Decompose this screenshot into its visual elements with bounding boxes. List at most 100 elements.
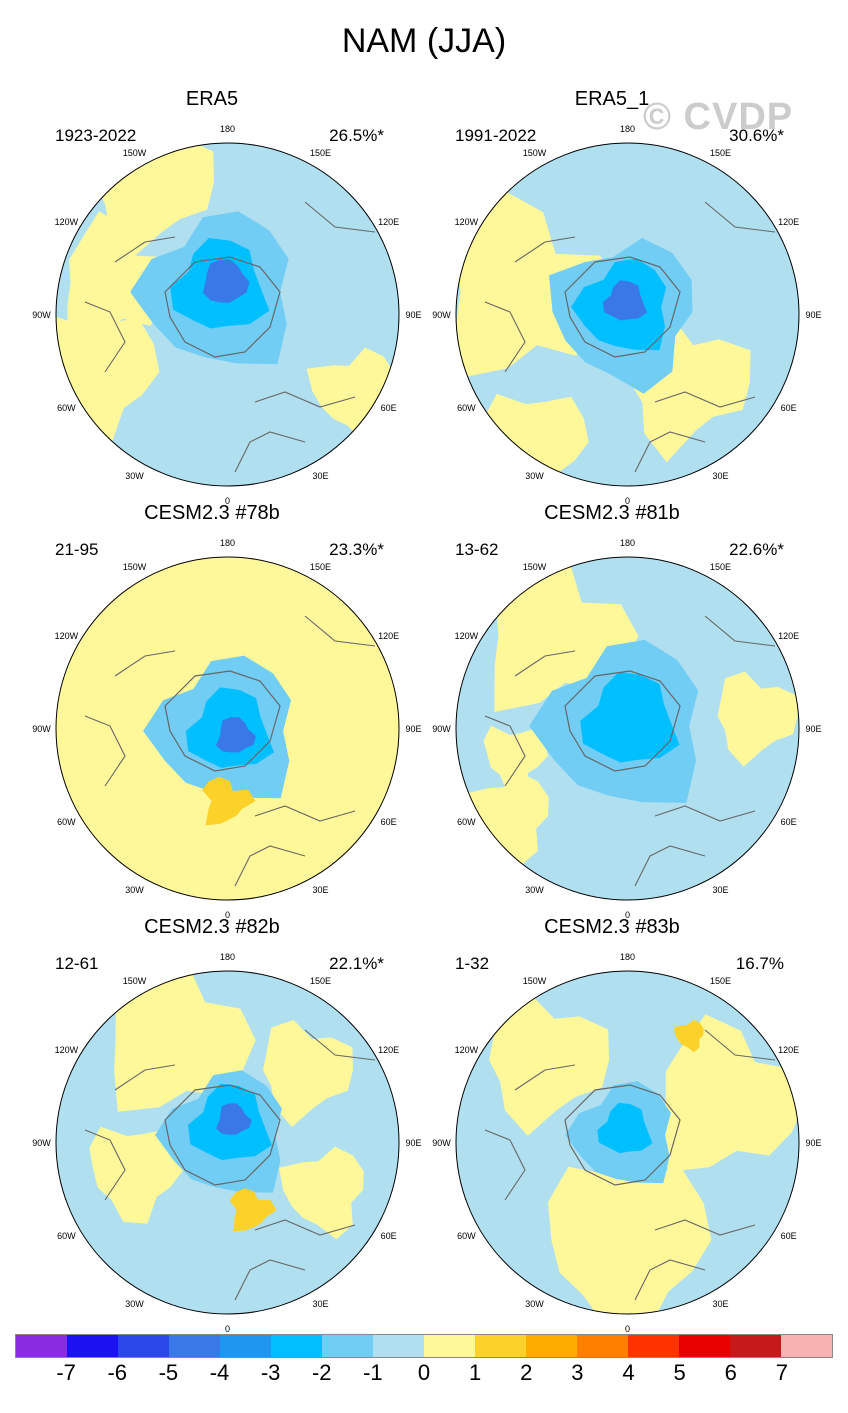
colorbar-cell <box>169 1335 220 1357</box>
map-panel: ERA5 1923-2022 26.5%* 180 150E 120E 90E 60E 30E… <box>0 88 424 506</box>
colorbar <box>15 1334 833 1358</box>
longitude-label: 150W <box>522 562 547 573</box>
colorbar-tick-label: -7 <box>56 1360 76 1385</box>
longitude-label: 150W <box>122 148 147 159</box>
longitude-label: 60W <box>457 402 476 413</box>
longitude-label: 120W <box>54 1044 79 1055</box>
panel-years: 1923-2022 <box>55 126 137 145</box>
longitude-label: 90W <box>432 723 451 734</box>
longitude-label: 30E <box>712 1298 729 1309</box>
polar-map <box>455 556 800 901</box>
longitude-label: 30E <box>312 470 329 481</box>
colorbar-cell <box>16 1335 67 1357</box>
longitude-label: 120W <box>454 216 479 227</box>
longitude-label: 150E <box>309 148 332 159</box>
longitude-label: 120E <box>778 1044 800 1055</box>
colorbar-cell <box>781 1335 832 1357</box>
colorbar-cell <box>730 1335 781 1357</box>
longitude-label: 30W <box>125 1298 144 1309</box>
longitude-label: 180 <box>619 123 636 134</box>
panel-variance: 30.6%* <box>729 126 784 145</box>
colorbar-cell <box>526 1335 577 1357</box>
panel-title: CESM2.3 #83b <box>544 916 680 938</box>
longitude-label: 150W <box>122 976 147 987</box>
longitude-label: 90E <box>405 1137 422 1148</box>
colorbar-tick-label: 3 <box>571 1360 584 1385</box>
polar-map <box>455 142 800 487</box>
colorbar-tick-label: -3 <box>260 1360 281 1385</box>
longitude-label: 90E <box>805 309 822 320</box>
longitude-label: 90E <box>805 723 822 734</box>
colorbar-tick-label: -1 <box>363 1360 383 1385</box>
panel-variance: 22.1%* <box>329 954 384 973</box>
colorbar-tick-label: 1 <box>469 1360 482 1385</box>
panel-variance: 23.3%* <box>329 540 384 559</box>
colorbar-cell <box>424 1335 475 1357</box>
longitude-label: 180 <box>219 123 236 134</box>
longitude-label: 0 <box>224 1323 231 1334</box>
colorbar-tick-label: -6 <box>107 1360 128 1385</box>
longitude-label: 120E <box>378 1044 400 1055</box>
panel-years: 12-61 <box>55 954 99 973</box>
map-panel: CESM2.3 #78b 21-95 23.3%* 180 150E 120E 90E 60… <box>0 502 424 920</box>
longitude-label: 90E <box>805 1137 822 1148</box>
panel-variance: 16.7% <box>735 954 784 973</box>
map-panel: CESM2.3 #81b 13-62 22.6%* 180 150E 120E 90E 60… <box>400 502 824 920</box>
panel-variance: 26.5%* <box>329 126 384 145</box>
panel-title: ERA5_1 <box>574 88 650 110</box>
longitude-label: 150E <box>309 562 332 573</box>
longitude-label: 150E <box>709 562 732 573</box>
longitude-label: 150E <box>709 148 732 159</box>
longitude-label: 120E <box>378 216 400 227</box>
longitude-label: 90W <box>432 1137 451 1148</box>
polar-map <box>55 970 400 1315</box>
polar-map <box>55 556 400 901</box>
longitude-label: 180 <box>219 951 236 962</box>
longitude-label: 180 <box>619 951 636 962</box>
colorbar-cell <box>322 1335 373 1357</box>
longitude-label: 0 <box>224 495 231 506</box>
colorbar-cell <box>118 1335 169 1357</box>
colorbar-cell <box>373 1335 424 1357</box>
longitude-label: 90W <box>32 723 51 734</box>
longitude-label: 30E <box>312 884 329 895</box>
longitude-label: 60W <box>57 1230 76 1241</box>
panel-years: 1991-2022 <box>455 126 537 145</box>
longitude-label: 90W <box>32 1137 51 1148</box>
longitude-label: 0 <box>624 495 631 506</box>
colorbar-cell <box>271 1335 322 1357</box>
longitude-label: 30E <box>712 470 729 481</box>
panel-years: 1-32 <box>455 954 490 973</box>
longitude-label: 60W <box>457 1230 476 1241</box>
longitude-label: 30W <box>125 884 144 895</box>
panel-title: CESM2.3 #78b <box>144 502 280 524</box>
map-panel: CESM2.3 #83b 1-32 16.7% 180 150E 120E 90E 60E 3… <box>400 916 824 1334</box>
longitude-label: 90W <box>32 309 51 320</box>
longitude-label: 150W <box>522 148 547 159</box>
colorbar-cell <box>628 1335 679 1357</box>
longitude-label: 30W <box>525 470 544 481</box>
longitude-label: 120E <box>778 630 800 641</box>
panel-title: CESM2.3 #81b <box>544 502 680 524</box>
polar-map <box>455 970 800 1315</box>
colorbar-cell <box>67 1335 118 1357</box>
longitude-label: 150E <box>709 976 732 987</box>
panel-title: CESM2.3 #82b <box>144 916 280 938</box>
panel-years: 21-95 <box>55 540 99 559</box>
longitude-label: 60W <box>57 402 76 413</box>
colorbar-cell <box>220 1335 271 1357</box>
longitude-label: 150E <box>309 976 332 987</box>
longitude-label: 150W <box>122 562 147 573</box>
longitude-label: 30W <box>525 884 544 895</box>
longitude-label: 180 <box>619 537 636 548</box>
longitude-label: 150W <box>522 976 547 987</box>
longitude-label: 90W <box>432 309 451 320</box>
colorbar-cell <box>475 1335 526 1357</box>
longitude-label: 180 <box>219 537 236 548</box>
longitude-label: 0 <box>624 909 631 920</box>
longitude-label: 120W <box>54 630 79 641</box>
colorbar-tick-label: 0 <box>417 1360 431 1385</box>
map-panel: ERA5_1 1991-2022 30.6%* 180 150E 120E 90E 60E 3… <box>400 88 824 506</box>
longitude-label: 60E <box>780 1230 797 1241</box>
longitude-label: 30E <box>312 1298 329 1309</box>
